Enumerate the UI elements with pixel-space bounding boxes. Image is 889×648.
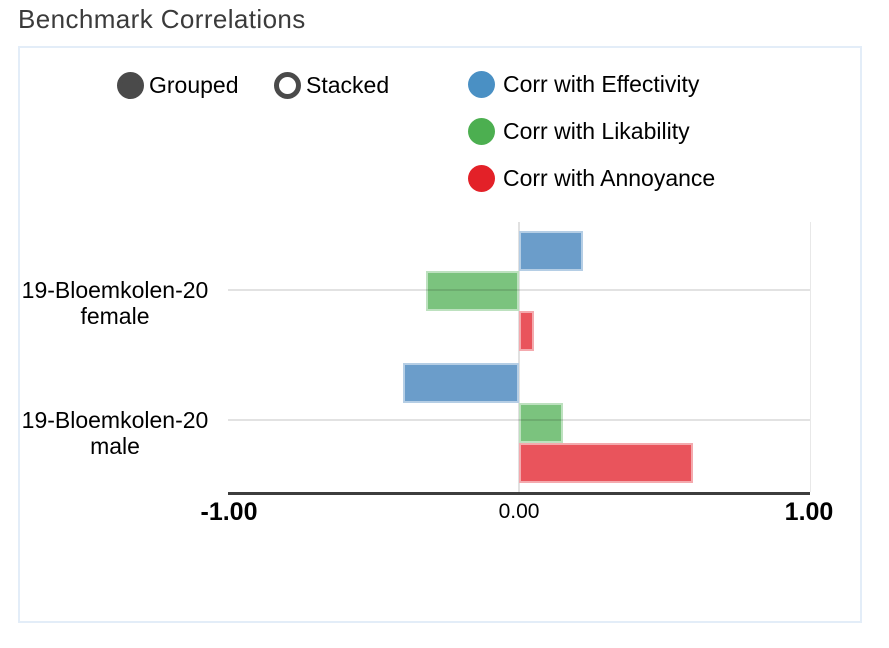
bar-series2-cat1[interactable] (519, 443, 693, 483)
category-gridline (228, 419, 810, 421)
chart-panel (18, 46, 862, 623)
legend-item-label: Corr with Effectivity (503, 71, 700, 97)
category-gridline (228, 289, 810, 291)
legend-item-label: Corr with Likability (503, 118, 690, 144)
page-title: Benchmark Correlations (18, 4, 306, 34)
x-axis-tick-label: 0.00 (498, 500, 540, 523)
legend-marker-icon (468, 165, 495, 192)
zero-gridline (518, 222, 520, 492)
legend-item-label: Corr with Annoyance (503, 165, 716, 191)
x-axis-line (228, 492, 810, 495)
legend-item[interactable]: Corr with Annoyance (468, 165, 715, 192)
category-label: 19-Bloemkolen-20 male (14, 407, 216, 459)
radio-unselected-icon[interactable] (274, 72, 301, 99)
legend-marker-icon (468, 118, 495, 145)
bar-series1-cat1[interactable] (519, 403, 563, 443)
category-label-line: 19-Bloemkolen-20 (21, 277, 209, 303)
radio-grouped-label: Grouped (149, 72, 239, 98)
x-axis-tick-label: 1.00 (784, 498, 834, 526)
plot-right-gridline (810, 222, 811, 492)
category-label-line: male (90, 433, 140, 459)
bar-series0-cat1[interactable] (403, 363, 519, 403)
category-label-line: 19-Bloemkolen-20 (21, 407, 209, 433)
bar-series2-cat0[interactable] (519, 311, 534, 351)
bar-series0-cat0[interactable] (519, 231, 583, 271)
legend-item[interactable]: Corr with Effectivity (468, 71, 699, 98)
radio-stacked-label: Stacked (306, 72, 390, 98)
x-axis-tick-label: -1.00 (200, 498, 258, 526)
radio-grouped[interactable]: Grouped (117, 72, 239, 99)
category-label: 19-Bloemkolen-20 female (14, 277, 216, 329)
radio-selected-icon[interactable] (117, 72, 144, 99)
radio-stacked[interactable]: Stacked (274, 72, 389, 99)
legend-marker-icon (468, 71, 495, 98)
category-label-line: female (80, 303, 150, 329)
legend-item[interactable]: Corr with Likability (468, 118, 690, 145)
bar-series1-cat0[interactable] (426, 271, 519, 311)
